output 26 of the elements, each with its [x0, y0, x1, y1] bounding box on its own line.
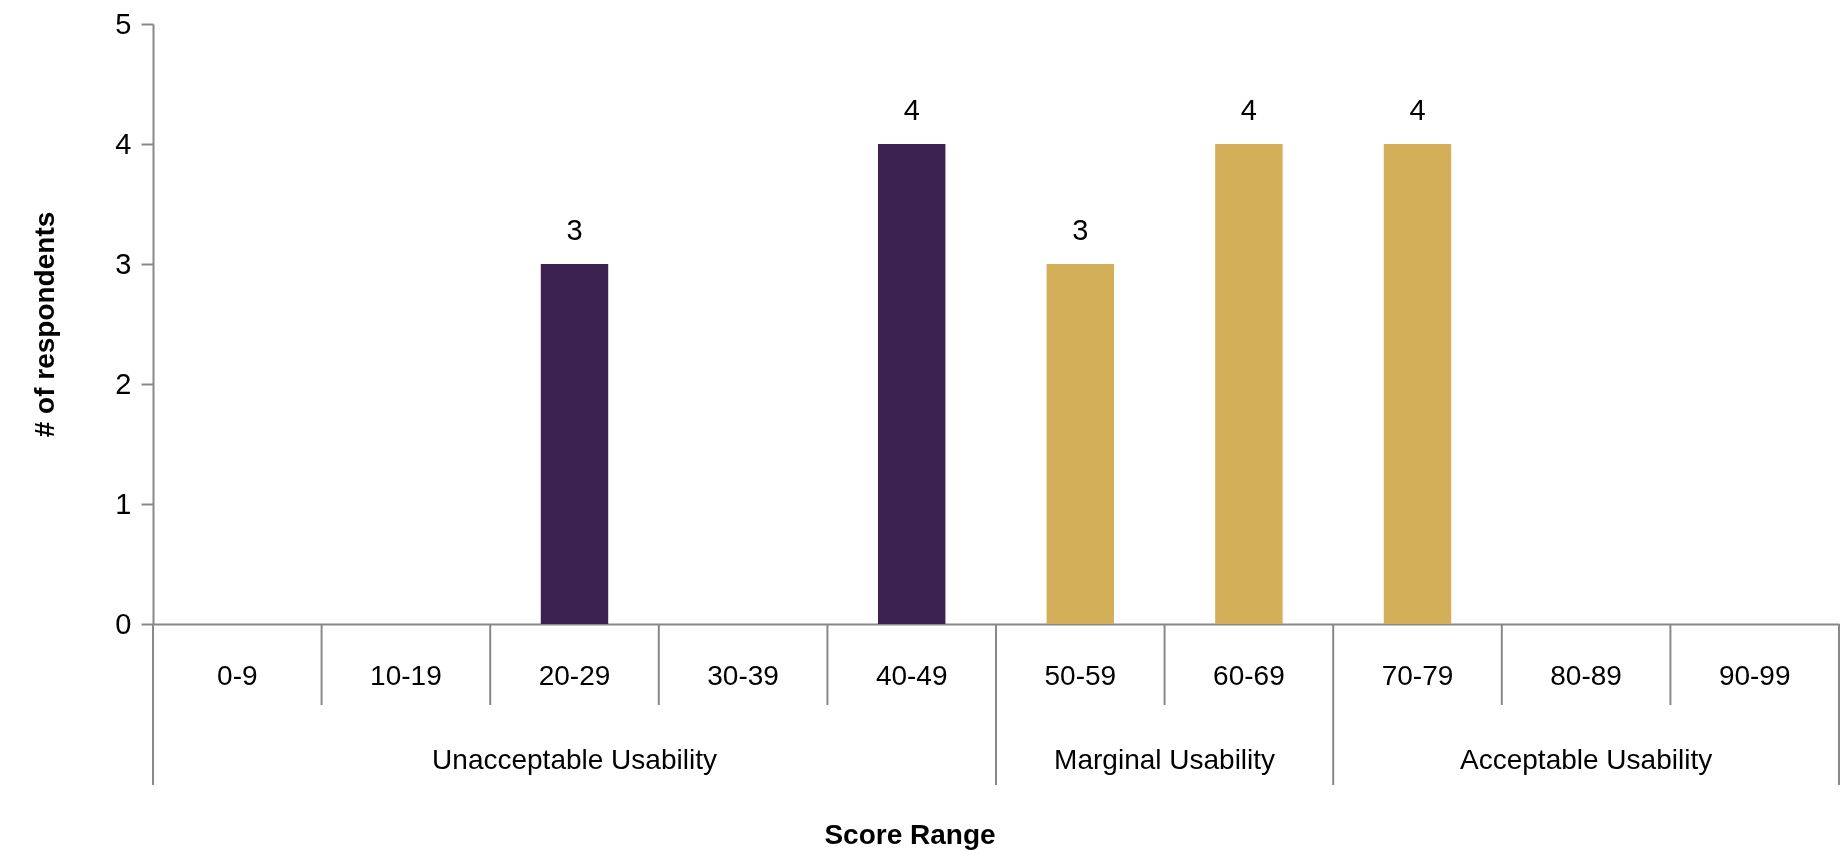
x-tick-label: 40-49	[875, 659, 948, 691]
text: Marginal Usability	[1054, 744, 1276, 775]
x-tick-label: 0-9	[217, 659, 258, 691]
x-tick-label: 90-99	[1718, 659, 1791, 691]
data-label: 3	[566, 214, 583, 246]
x-tick-label: 10-19	[370, 659, 442, 691]
y-tick-label: 3	[115, 247, 132, 280]
x-tick-label: 70-79	[1381, 659, 1454, 691]
x-tick-label: 20-29	[538, 659, 611, 691]
data-label: 4	[1240, 94, 1257, 126]
data-label: 4	[903, 94, 920, 126]
data-label: 4	[1409, 94, 1426, 126]
y-tick-label: 1	[115, 487, 132, 520]
x-tick-label: 30-39	[707, 659, 779, 691]
y-tick-label: 4	[115, 127, 132, 160]
data-label: 3	[1072, 214, 1089, 246]
text: Unacceptable Usability	[432, 744, 717, 775]
x-tick-label: 80-89	[1550, 659, 1622, 691]
text: Acceptable Usability	[1460, 744, 1713, 775]
y-tick-label: 2	[115, 367, 132, 400]
x-axis-title: Score Range	[824, 819, 996, 850]
y-axis-title: # of respondents	[29, 211, 61, 438]
y-tick-label: 0	[115, 607, 132, 640]
x-tick-label: 60-69	[1213, 659, 1285, 691]
y-tick-label: 5	[115, 7, 132, 40]
x-tick-label: 50-59	[1044, 659, 1117, 691]
